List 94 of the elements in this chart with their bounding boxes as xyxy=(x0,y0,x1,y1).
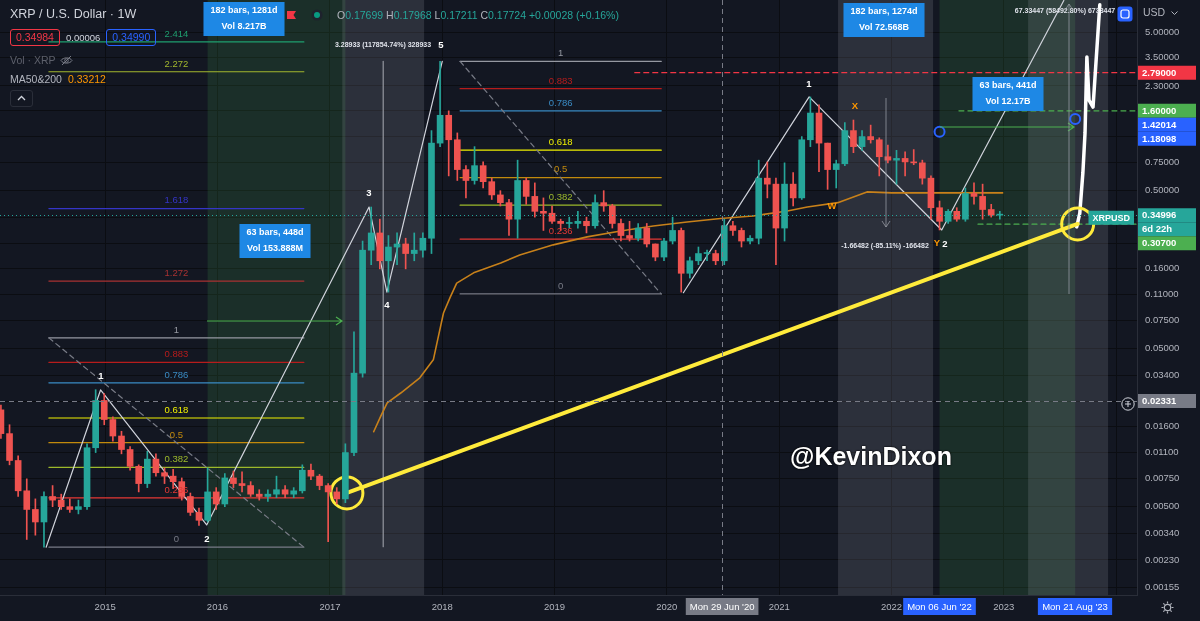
x-tick-label: 2021 xyxy=(768,601,790,613)
annotation: Vol 12.17B xyxy=(985,96,1031,107)
y-tick-label: 0.00750 xyxy=(1145,472,1180,484)
y-tick-label: 3.50000 xyxy=(1145,50,1180,62)
text: O0.17699 H0.17968 L0.17211 C0.17724 +0.00028 (+0.16%) xyxy=(337,9,619,21)
y-tick-label: 5.00000 xyxy=(1145,26,1180,38)
y-tick-label: 0.05000 xyxy=(1145,342,1180,354)
annotation: 0.34990 xyxy=(106,29,157,46)
series-label: 1.272 xyxy=(164,266,189,278)
data-label: 2.79000 xyxy=(1142,66,1177,78)
y-tick-label: 0.11000 xyxy=(1145,288,1179,300)
series-label: 1 xyxy=(173,323,180,335)
series-label: 0 xyxy=(173,533,180,545)
x-tick-label: 2017 xyxy=(319,601,341,613)
series-label: 0.5 xyxy=(169,428,183,440)
annotation: 182 bars, 1281d xyxy=(210,5,278,16)
ref-line-label: Mon 29 Jun '20 xyxy=(689,600,755,612)
annotation: 1 xyxy=(806,77,813,89)
series-label: 1 xyxy=(558,47,564,59)
annotation: 2 xyxy=(942,237,948,249)
y-tick-label: 0.00230 xyxy=(1145,553,1180,565)
series-label: 0.618 xyxy=(548,136,573,148)
x-tick-label: 2018 xyxy=(431,601,453,613)
series-label: 0.236 xyxy=(548,224,573,236)
annotation: 0.34984 xyxy=(10,29,60,46)
annotation: 2 xyxy=(204,532,210,544)
annotation: 4 xyxy=(384,298,391,310)
series-label: 2.414 xyxy=(164,27,189,39)
y-tick-label: 0.00340 xyxy=(1145,526,1180,538)
candlestick xyxy=(238,471,246,493)
annotation: MA50&200 xyxy=(10,73,62,85)
candlestick xyxy=(703,249,711,262)
point xyxy=(1069,113,1082,126)
annotation: 63 bars, 448d xyxy=(246,227,304,238)
annotation: Vol 8.217B xyxy=(221,21,267,32)
series-label: 0.883 xyxy=(548,74,573,86)
x-tick-label: 2022 xyxy=(881,601,903,613)
y-tick-label: 0.50000 xyxy=(1145,184,1180,196)
series-label: 0.786 xyxy=(548,96,573,108)
text: Mon 06 Jun '22 xyxy=(907,600,972,612)
x-tick-label: 2020 xyxy=(656,601,678,613)
x-tick-label: 2015 xyxy=(94,601,116,613)
text: 1.18098 xyxy=(1142,132,1177,144)
candlestick xyxy=(410,232,418,262)
series-label: 0.382 xyxy=(164,453,189,465)
series-label: 0.883 xyxy=(164,348,189,360)
annotation: 0.00006 xyxy=(65,32,101,43)
series-label: 1.618 xyxy=(164,194,189,206)
ref-line-label: 0.34996 xyxy=(1142,209,1177,221)
annotation: XRPUSD xyxy=(1092,212,1131,223)
point xyxy=(933,125,946,138)
series-label: 0.618 xyxy=(164,403,189,415)
text: Mon 21 Aug '23 xyxy=(1042,600,1108,612)
annotation: 3 xyxy=(366,186,372,198)
x-tick-label: 2019 xyxy=(543,601,566,613)
x-tick-label: 2016 xyxy=(206,601,229,613)
y-tick-label: 0.07500 xyxy=(1145,314,1180,326)
annotation: 0.33212 xyxy=(67,73,106,85)
candlestick xyxy=(970,182,978,205)
y-tick-label: 0.00500 xyxy=(1145,500,1180,512)
annotation: Vol 153.888M xyxy=(247,243,303,254)
candlestick xyxy=(600,190,608,212)
y-tick-label: 0.75000 xyxy=(1145,156,1180,168)
candlestick xyxy=(264,489,272,502)
series-label: 0.5 xyxy=(554,163,568,175)
x-tick-label: 2023 xyxy=(993,601,1015,613)
series-label: 0.382 xyxy=(548,191,573,203)
y-tick-label: 0.16000 xyxy=(1145,262,1180,274)
annotation: 182 bars, 1274d xyxy=(850,6,918,17)
annotation: X xyxy=(851,99,859,111)
candlestick xyxy=(764,161,771,199)
text: XRP / U.S. Dollar · 1W xyxy=(10,7,137,21)
annotation: Vol · XRP xyxy=(10,54,56,66)
annotation: 1 xyxy=(98,369,105,381)
series-label: 0.786 xyxy=(164,368,189,380)
y-tick-label: 0.00155 xyxy=(1145,580,1180,592)
series-label: 0 xyxy=(558,279,564,291)
y-tick-label: 0.01100 xyxy=(1145,446,1179,458)
data-label: 0.30700 xyxy=(1142,237,1177,249)
annotation: @KevinDixon xyxy=(790,441,952,471)
y-tick-label: 0.03400 xyxy=(1145,368,1180,380)
y-axis-title: USD xyxy=(1143,5,1166,18)
text: 1.42014 xyxy=(1142,118,1178,130)
data-label: 1.60000 xyxy=(1142,104,1177,116)
y-tick-label: 0.01600 xyxy=(1145,420,1180,432)
ref-line-label: 0.02331 xyxy=(1142,395,1178,407)
annotation: 5 xyxy=(438,38,445,50)
text: 6d 22h xyxy=(1142,223,1173,235)
annotation: Y xyxy=(933,236,941,248)
annotation: 63 bars, 441d xyxy=(979,80,1037,91)
series-label: 2.272 xyxy=(164,57,189,69)
point xyxy=(329,475,365,511)
y-tick-label: 2.30000 xyxy=(1145,79,1180,91)
annotation: Vol 72.568B xyxy=(859,22,910,33)
